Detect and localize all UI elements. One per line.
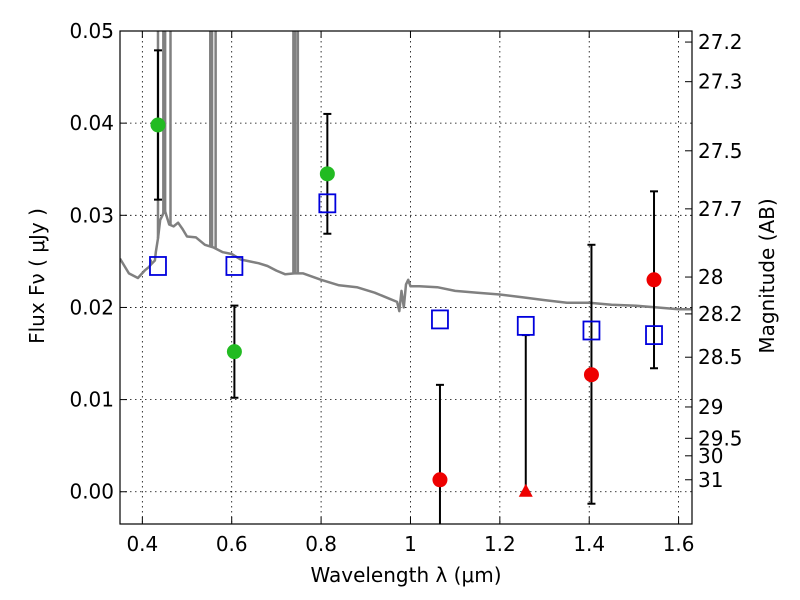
right-tick-label: 28.2: [698, 302, 743, 326]
x-tick-label: 1: [404, 532, 417, 556]
data-point-circle: [150, 117, 166, 133]
plot-frame: [119, 30, 693, 525]
x-tick-label: 1.6: [663, 532, 695, 556]
right-tick-label: 31: [698, 468, 723, 492]
right-tick-label: 29: [698, 395, 723, 419]
right-tick-label: 27.3: [698, 70, 743, 94]
y-tick-label: 0.01: [69, 388, 114, 412]
y-tick-label: 0.02: [69, 295, 114, 319]
data-point-circle: [226, 344, 242, 360]
right-tick-label: 27.7: [698, 197, 743, 221]
data-point-circle: [583, 367, 599, 383]
right-tick-label: 29.5: [698, 426, 743, 450]
model-point-square: [318, 193, 337, 214]
template-spectrum: [120, 31, 692, 313]
y-tick-label: 0.00: [69, 480, 114, 504]
x-tick-label: 0.8: [305, 532, 337, 556]
data-point-triangle: [518, 483, 533, 497]
x-tick-label: 0.4: [126, 532, 158, 556]
model-point-square: [645, 325, 663, 345]
x-tick-label: 0.6: [216, 532, 248, 556]
right-tick-label: 27.5: [698, 139, 743, 163]
right-axis-title: Magnitude (AB): [755, 198, 779, 353]
x-axis-title: Wavelength λ (μm): [310, 563, 501, 587]
data-point-circle: [646, 272, 662, 288]
data-point-circle: [319, 166, 335, 182]
right-tick-label: 27.2: [698, 30, 743, 54]
data-point-circle: [432, 472, 448, 488]
y-tick-label: 0.04: [69, 111, 114, 135]
model-point-square: [516, 315, 535, 336]
model-point-square: [225, 256, 244, 276]
x-tick-label: 1.4: [573, 532, 605, 556]
right-tick-label: 28: [698, 265, 723, 289]
y-tick-label: 0.05: [69, 19, 114, 43]
right-tick-label: 28.5: [698, 345, 743, 369]
right-tick-label: 30: [698, 444, 723, 468]
data-markers: [149, 117, 663, 497]
grid: [120, 30, 692, 524]
y-axis-title: Flux Fν ( μJy ): [25, 208, 49, 344]
x-tick-label: 1.2: [484, 532, 516, 556]
axis-ticks: 0.4 0.6 0.8 1 1.2 1.4 1.6 0.00 0.01 0.02 0.03 0.04 0…: [69, 19, 742, 556]
spectrum-line: [120, 208, 692, 313]
model-point-square: [149, 256, 167, 276]
model-point-square: [582, 320, 601, 341]
model-point-square: [431, 309, 449, 330]
y-tick-label: 0.03: [69, 203, 114, 227]
